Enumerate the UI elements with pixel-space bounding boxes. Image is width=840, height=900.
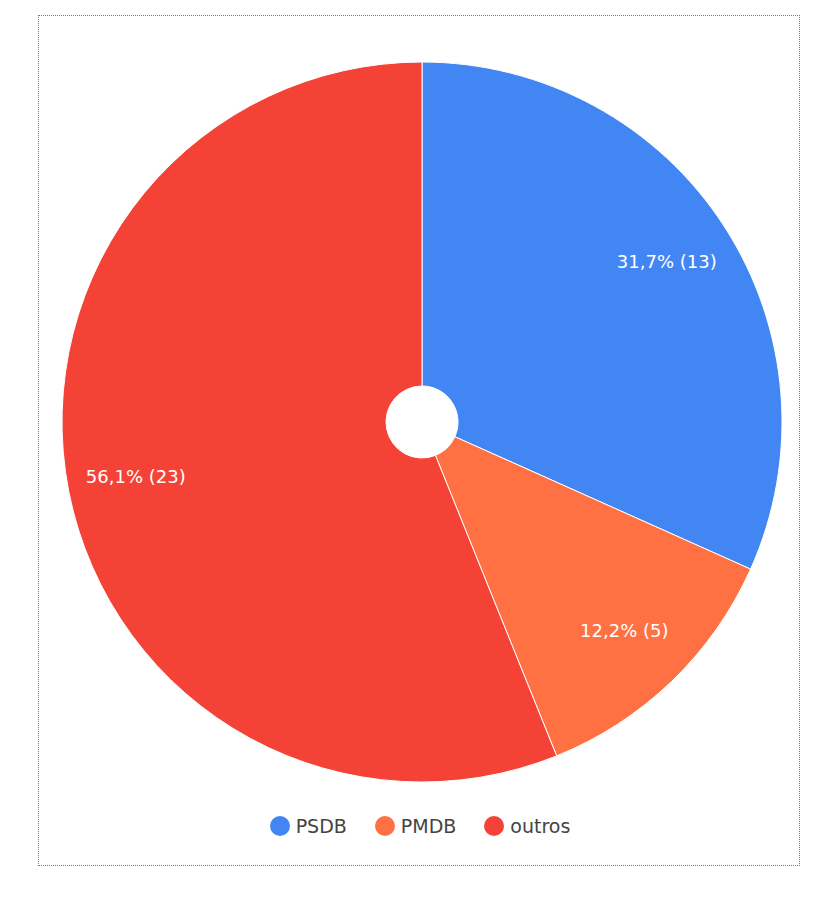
html-text:outros: outros [510, 815, 571, 837]
svg-text:12,2% (5): 12,2% (5) [580, 620, 668, 641]
html-text:PMDB: PMDB [400, 815, 457, 837]
svg-text:56,1% (23): 56,1% (23) [86, 466, 186, 487]
html-text:PSDB: PSDB [295, 815, 347, 837]
svg-text:31,7% (13): 31,7% (13) [617, 251, 717, 272]
